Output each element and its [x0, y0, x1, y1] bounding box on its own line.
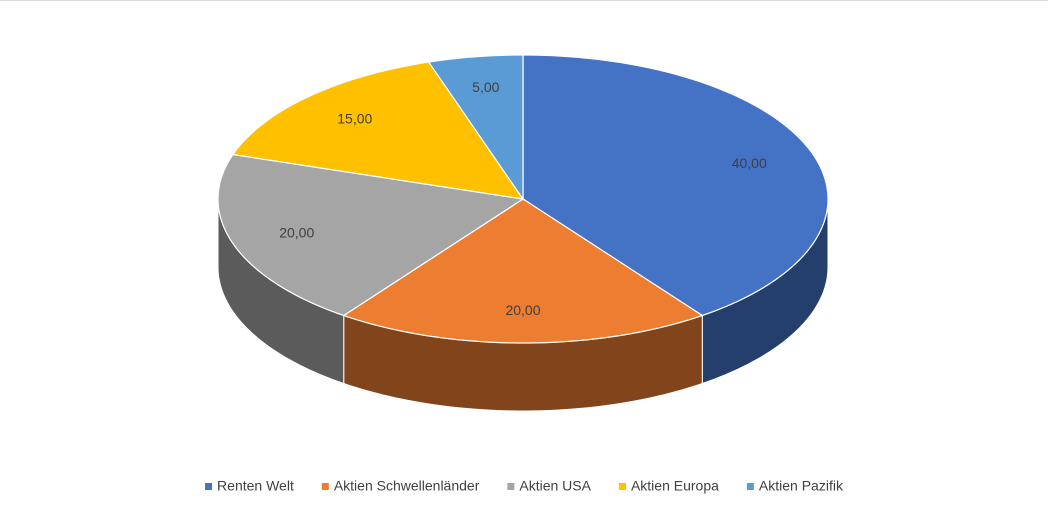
legend-swatch — [618, 483, 626, 490]
legend-swatch — [205, 483, 213, 490]
legend-label: Renten Welt — [217, 478, 294, 494]
data-label: 5,00 — [472, 79, 499, 95]
legend-label: Aktien Schwellenländer — [334, 478, 480, 494]
legend-label: Aktien USA — [519, 478, 591, 494]
data-label: 40,00 — [732, 155, 767, 171]
data-label: 20,00 — [505, 302, 540, 318]
legend-swatch — [321, 483, 329, 490]
legend-label: Aktien Pazifik — [759, 478, 844, 494]
slice — [217, 153, 525, 317]
legend-swatch — [746, 483, 754, 490]
data-label: 15,00 — [337, 110, 372, 126]
slice — [342, 198, 704, 344]
slice — [427, 54, 524, 201]
legend-swatch — [507, 483, 515, 490]
slice — [522, 54, 829, 317]
slice — [231, 61, 525, 200]
legend-label: Aktien Europa — [631, 478, 719, 494]
data-label: 20,00 — [279, 224, 314, 240]
